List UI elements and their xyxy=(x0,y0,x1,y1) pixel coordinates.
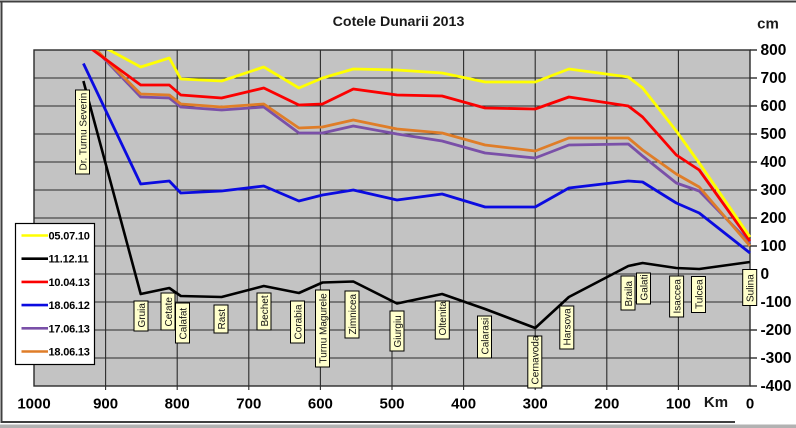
svg-text:Bechet: Bechet xyxy=(260,295,271,326)
svg-text:Cotele Dunarii 2013: Cotele Dunarii 2013 xyxy=(333,14,465,30)
svg-text:500: 500 xyxy=(379,396,404,413)
svg-text:-300: -300 xyxy=(761,350,792,367)
svg-text:18.06.13: 18.06.13 xyxy=(49,347,90,359)
svg-text:300: 300 xyxy=(761,182,787,199)
svg-text:0: 0 xyxy=(761,266,770,283)
svg-text:200: 200 xyxy=(594,396,619,413)
svg-text:-100: -100 xyxy=(761,294,792,311)
svg-text:-200: -200 xyxy=(761,322,792,339)
svg-text:Braila: Braila xyxy=(624,280,635,306)
svg-text:17.06.13: 17.06.13 xyxy=(49,323,90,335)
svg-text:100: 100 xyxy=(761,238,787,255)
svg-text:cm: cm xyxy=(757,16,779,33)
svg-text:500: 500 xyxy=(761,126,787,143)
svg-text:Zimnicea: Zimnicea xyxy=(348,293,359,334)
svg-text:05.07.10: 05.07.10 xyxy=(49,231,90,243)
svg-text:11.12.11: 11.12.11 xyxy=(49,254,89,266)
svg-text:100: 100 xyxy=(666,396,691,413)
svg-text:Giurgiu: Giurgiu xyxy=(393,315,404,347)
svg-text:700: 700 xyxy=(236,396,261,413)
svg-text:900: 900 xyxy=(93,396,118,413)
svg-text:600: 600 xyxy=(308,396,333,413)
svg-text:700: 700 xyxy=(761,70,787,87)
svg-text:Isaccea: Isaccea xyxy=(672,279,683,314)
svg-text:Calafat: Calafat xyxy=(178,308,189,340)
svg-text:Km: Km xyxy=(704,394,728,411)
svg-text:Dr. Turnu Severin: Dr. Turnu Severin xyxy=(78,93,89,171)
svg-text:Sulina: Sulina xyxy=(746,274,757,302)
svg-text:400: 400 xyxy=(761,154,787,171)
svg-text:10.04.13: 10.04.13 xyxy=(49,277,90,289)
svg-text:-400: -400 xyxy=(761,378,792,395)
svg-text:Rast: Rast xyxy=(217,309,228,330)
svg-text:400: 400 xyxy=(451,396,476,413)
svg-text:Galati: Galati xyxy=(639,274,650,300)
svg-text:Cernavoda: Cernavoda xyxy=(531,335,542,384)
svg-text:Cetate: Cetate xyxy=(164,297,175,327)
svg-text:800: 800 xyxy=(165,396,190,413)
svg-text:Oltenita: Oltenita xyxy=(438,301,449,336)
svg-text:600: 600 xyxy=(761,98,787,115)
svg-text:1000: 1000 xyxy=(17,396,50,413)
svg-text:Calarasi: Calarasi xyxy=(480,318,491,355)
svg-text:300: 300 xyxy=(523,396,548,413)
svg-text:200: 200 xyxy=(761,210,787,227)
svg-text:Turnu Magurele: Turnu Magurele xyxy=(318,293,329,364)
svg-text:Gruia: Gruia xyxy=(137,303,148,328)
svg-text:Harsova: Harsova xyxy=(563,308,574,346)
svg-text:800: 800 xyxy=(761,42,787,59)
svg-text:18.06.12: 18.06.12 xyxy=(49,300,90,312)
svg-text:Corabia: Corabia xyxy=(293,304,304,339)
svg-text:Tulcea: Tulcea xyxy=(694,279,705,309)
svg-text:0: 0 xyxy=(746,396,754,413)
